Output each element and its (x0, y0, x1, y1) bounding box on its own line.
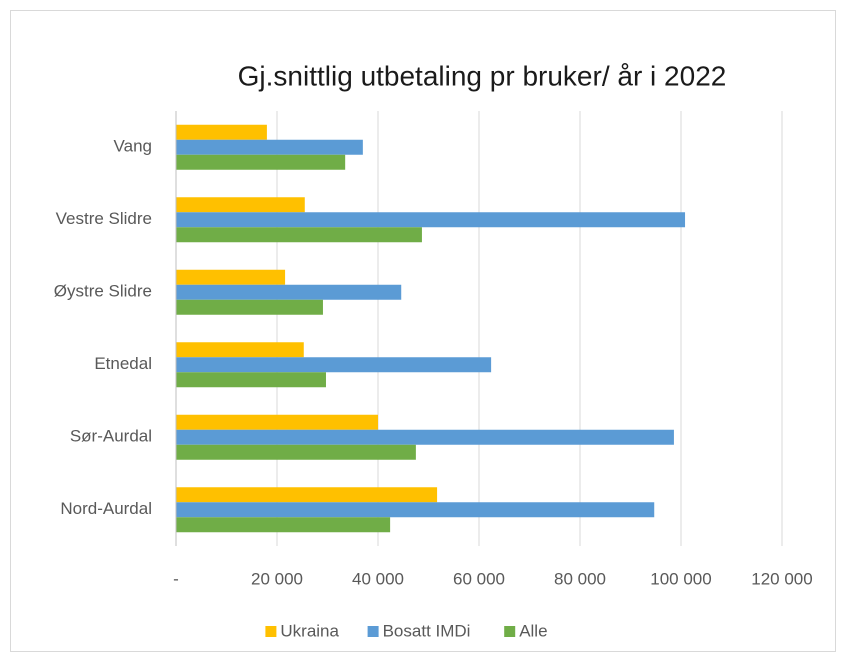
legend-label: Ukraina (280, 621, 339, 640)
bar (176, 487, 438, 503)
bar (176, 517, 391, 533)
bar (176, 139, 363, 155)
x-tick-label: 80 000 (554, 569, 606, 588)
legend-swatch (265, 626, 277, 637)
x-tick-label: 20 000 (251, 569, 303, 588)
bar (176, 197, 305, 213)
bar (176, 212, 686, 228)
legend-label: Bosatt IMDi (383, 621, 471, 640)
x-tick-label: 100 000 (650, 569, 711, 588)
bar (176, 342, 304, 358)
legend-label: Alle (519, 621, 547, 640)
bar (176, 269, 286, 285)
chart-frame (10, 10, 836, 652)
x-tick-label: 40 000 (352, 569, 404, 588)
y-tick-label: Vang (114, 137, 152, 156)
bar (176, 444, 416, 460)
bar (176, 429, 674, 445)
bar (176, 502, 655, 518)
bar (176, 284, 402, 300)
y-tick-label: Etnedal (94, 354, 152, 373)
bar (176, 124, 267, 140)
y-tick-label: Sør-Aurdal (70, 427, 152, 446)
bar (176, 414, 378, 430)
x-tick-label: 60 000 (453, 569, 505, 588)
legend-swatch (504, 626, 516, 637)
y-tick-label: Vestre Slidre (56, 209, 152, 228)
x-tick-label: 120 000 (751, 569, 812, 588)
chart-title: Gj.snittlig utbetaling pr bruker/ år i 2… (238, 60, 727, 91)
bar (176, 357, 492, 373)
y-tick-label: Nord-Aurdal (60, 499, 152, 518)
bar (176, 227, 422, 243)
legend-swatch (367, 626, 379, 637)
x-tick-label: - (173, 569, 179, 588)
bar (176, 372, 326, 388)
bar (176, 299, 323, 315)
y-tick-label: Øystre Slidre (54, 282, 152, 301)
bar (176, 154, 346, 170)
